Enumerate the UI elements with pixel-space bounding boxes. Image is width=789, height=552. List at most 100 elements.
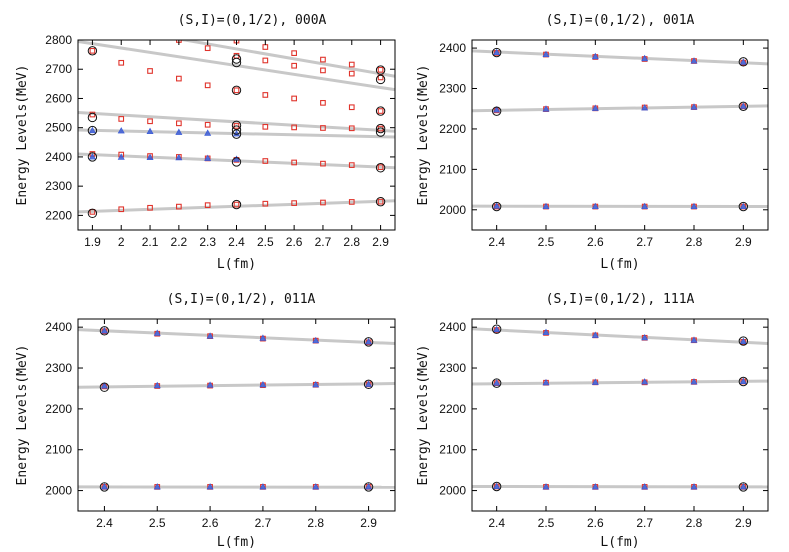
data-point-circle [231, 54, 242, 64]
data-point-triangle [591, 52, 599, 60]
fit-band [472, 379, 768, 386]
data-point-triangle [690, 202, 698, 210]
y-tick-label: 2100 [439, 443, 466, 457]
fit-band [78, 382, 395, 389]
data-point-square [320, 56, 326, 63]
y-axis-label: Energy Levels(MeV) [15, 345, 30, 486]
data-point-triangle [591, 104, 599, 111]
y-tick-label: 2100 [45, 443, 72, 457]
data-point-square [291, 50, 297, 57]
data-point-square [320, 160, 326, 167]
data-point-circle [491, 47, 502, 58]
data-point-triangle [312, 380, 320, 388]
data-point-circle [231, 57, 242, 68]
data-point-triangle [542, 483, 550, 490]
y-tick-label: 2300 [439, 82, 466, 96]
data-point-triangle [146, 153, 154, 161]
data-point-triangle [542, 50, 550, 58]
data-point-triangle [641, 483, 649, 490]
data-point-circle [231, 85, 242, 95]
data-point-triangle [232, 155, 241, 162]
data-point-circle [375, 74, 386, 85]
data-point-triangle [690, 336, 698, 343]
fit-band [78, 40, 395, 92]
data-point-triangle [739, 337, 747, 344]
y-tick-label: 2400 [45, 150, 72, 164]
data-point-square [348, 104, 355, 111]
data-point-triangle [690, 483, 698, 490]
x-tick-label: 2.3 [199, 235, 216, 249]
data-point-circle [738, 482, 749, 492]
data-point-triangle [641, 202, 649, 210]
data-point-circle [99, 382, 110, 392]
x-axis-label: L(fm) [217, 257, 256, 272]
x-tick-label: 2.8 [343, 235, 360, 249]
x-tick-label: 2.6 [587, 516, 604, 530]
y-tick-label: 2000 [439, 203, 466, 217]
data-point-triangle [641, 54, 649, 62]
x-tick-label: 2.4 [228, 235, 245, 249]
y-tick-label: 2300 [45, 179, 72, 193]
data-point-triangle [542, 202, 550, 210]
y-tick-label: 2200 [45, 402, 72, 416]
data-point-square [377, 164, 384, 171]
data-point-circle [375, 163, 386, 173]
data-point-circle [363, 379, 374, 390]
x-tick-label: 2.8 [307, 516, 324, 530]
data-point-circle [491, 378, 502, 388]
x-tick-label: 2.7 [255, 516, 272, 530]
fit-band [78, 110, 395, 133]
data-point-circle [231, 120, 242, 131]
data-point-circle [99, 482, 110, 492]
data-point-triangle [206, 332, 214, 339]
data-point-square [147, 118, 153, 125]
data-point-triangle [175, 128, 183, 135]
data-point-square [291, 200, 297, 206]
data-point-circle [491, 201, 502, 212]
data-point-circle [491, 324, 502, 334]
data-point-square [262, 200, 269, 207]
y-tick-label: 2200 [439, 402, 466, 416]
chart-panel-1: 2200 2300 2400 2500 2600 2700 2800 1.9 2 2.1 2.2 2.… [15, 13, 396, 272]
data-point-square [147, 204, 153, 211]
data-point-circle [231, 199, 242, 210]
data-point-circle [738, 201, 749, 212]
y-tick-label: 2200 [45, 208, 72, 222]
x-tick-label: 2.4 [96, 516, 113, 530]
data-point-circle [99, 326, 110, 336]
data-point-circle [491, 481, 502, 492]
data-point-triangle [117, 127, 125, 134]
data-point-triangle [591, 331, 599, 338]
data-point-square [377, 66, 384, 73]
y-tick-label: 2400 [45, 320, 72, 334]
fit-band [472, 49, 768, 66]
y-tick-label: 2400 [439, 41, 466, 55]
data-point-square [204, 121, 211, 128]
data-point-circle [87, 152, 98, 162]
chart-title: (S,I)=(0,1/2), 000A [178, 13, 327, 28]
data-point-circle [738, 101, 749, 111]
data-point-square [348, 125, 355, 132]
data-point-square [320, 199, 326, 206]
data-point-triangle [365, 380, 373, 387]
data-point-triangle [493, 482, 501, 489]
data-point-circle [87, 112, 98, 123]
data-point-square [89, 47, 96, 54]
data-point-triangle [591, 202, 599, 210]
chart-panel-2: 2000 2100 2200 2300 2400 2.4 2.5 2.6 2.7 2.8 2.9 (S… [416, 13, 769, 272]
data-point-circle [375, 106, 386, 116]
y-tick-label: 2600 [45, 91, 72, 105]
data-point-triangle [204, 154, 212, 161]
x-tick-label: 2 [118, 235, 125, 249]
data-point-square [262, 44, 269, 50]
x-tick-label: 2.9 [360, 516, 377, 530]
data-point-triangle [690, 378, 698, 385]
chart-title: (S,I)=(0,1/2), 111A [546, 292, 695, 307]
data-point-square [89, 111, 96, 118]
data-point-triangle [146, 127, 154, 134]
chart-panel-4: 2000 2100 2200 2300 2400 2.4 2.5 2.6 2.7 2.8 2.9 (S… [416, 292, 769, 550]
data-point-circle [87, 208, 98, 219]
data-point-triangle [100, 382, 108, 389]
x-tick-label: 2.5 [538, 235, 555, 249]
data-point-triangle [739, 483, 747, 490]
